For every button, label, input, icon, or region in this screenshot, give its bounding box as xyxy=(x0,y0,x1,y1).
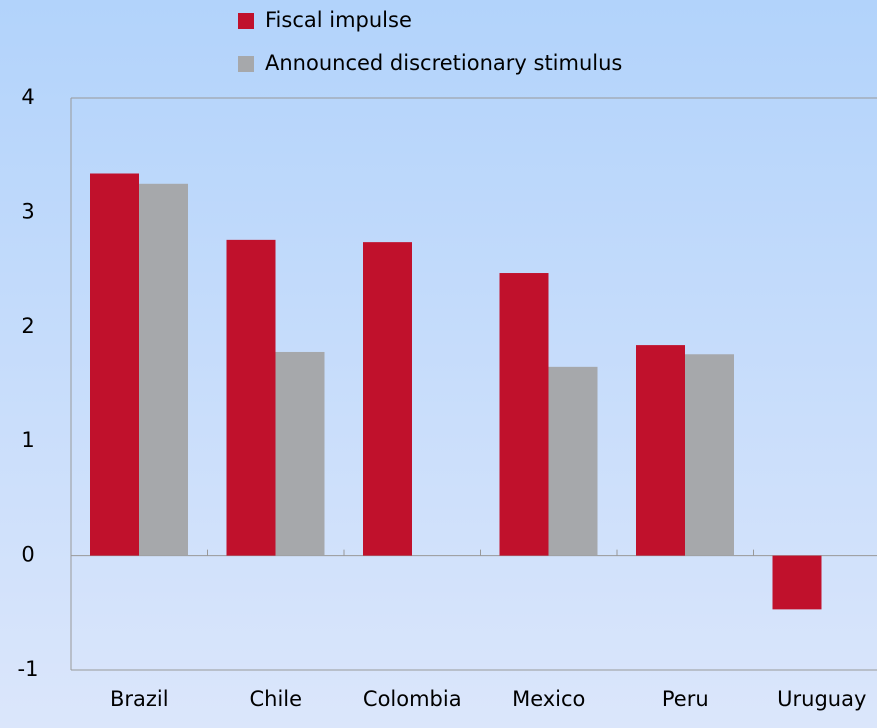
bar xyxy=(772,555,822,610)
x-tick-label: Mexico xyxy=(512,687,585,711)
x-tick-label: Colombia xyxy=(363,687,462,711)
x-tick-label: Chile xyxy=(249,687,302,711)
y-tick-label: 3 xyxy=(21,199,34,223)
bar xyxy=(548,366,598,556)
bar xyxy=(90,173,139,556)
bar xyxy=(363,242,412,556)
y-tick-label: 1 xyxy=(21,428,34,452)
bar xyxy=(139,183,188,556)
bar xyxy=(226,239,276,556)
bar xyxy=(499,273,549,556)
y-tick-label: 4 xyxy=(21,85,34,109)
bar xyxy=(636,345,685,556)
y-tick-label: 0 xyxy=(21,543,34,567)
legend-label: Fiscal impulse xyxy=(265,8,412,32)
bar xyxy=(275,351,325,556)
legend-label: Announced discretionary stimulus xyxy=(265,51,622,75)
y-tick-label: 2 xyxy=(21,314,34,338)
legend-swatch xyxy=(238,13,254,29)
x-tick-label: Peru xyxy=(662,687,709,711)
x-tick-label: Uruguay xyxy=(777,687,866,711)
y-tick-label: -1 xyxy=(18,657,39,681)
legend-swatch xyxy=(238,56,254,72)
bar xyxy=(685,354,734,556)
x-tick-label: Brazil xyxy=(110,687,169,711)
